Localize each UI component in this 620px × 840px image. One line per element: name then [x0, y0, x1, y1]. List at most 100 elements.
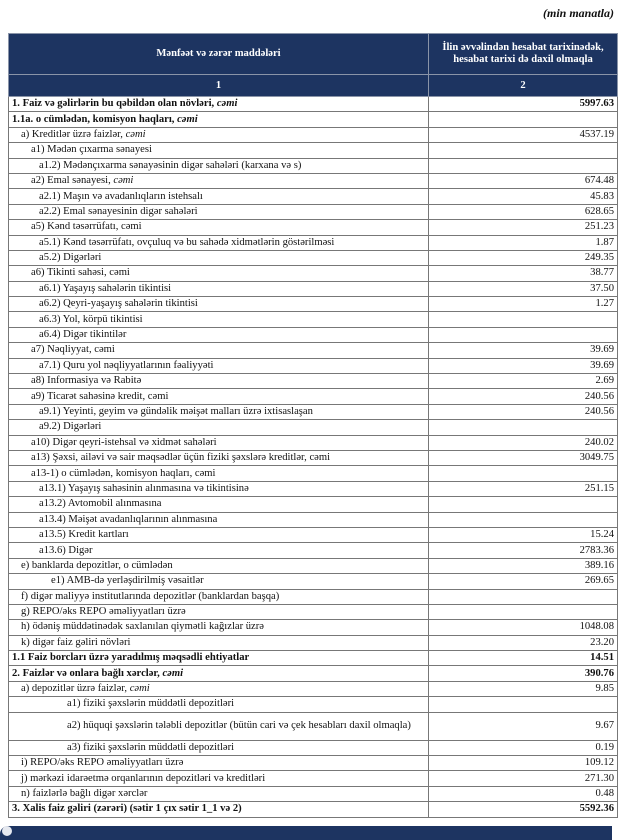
- row-value: 2.69: [428, 373, 618, 390]
- row-label: 1. Faiz və gəlirlərin bu qəbildən olan n…: [12, 98, 217, 110]
- row-label: a13) Şəxsi, ailəvi və sair məqsədlər üçü…: [31, 452, 331, 464]
- row-label: 2. Faizlər və onlara bağlı xərclər,: [12, 667, 163, 679]
- table-row: a9.1) Yeyinti, geyim və gündəlik məişət …: [8, 403, 618, 421]
- row-label: i) REPO/əks REPO əməliyyatları üzrə: [21, 757, 184, 769]
- row-label-cell: a6.2) Qeyri-yaşayış sahələrin tikintisi: [8, 296, 429, 313]
- row-value: [428, 311, 618, 328]
- row-value: 269.65: [428, 573, 618, 590]
- row-value: 3049.75: [428, 449, 618, 467]
- table-row: a13) Şəxsi, ailəvi və sair məqsədlər üçü…: [8, 449, 618, 467]
- row-label-cell: a6) Tikinti sahəsi, cəmi: [8, 265, 429, 282]
- row-label: n) faizlərlə bağlı digər xərclər: [21, 787, 148, 799]
- row-label-cell: 2. Faizlər və onlara bağlı xərclər, cəmi: [8, 665, 429, 682]
- row-value: 628.65: [428, 203, 618, 221]
- row-value: 240.56: [428, 403, 618, 421]
- row-value: [428, 157, 618, 174]
- row-label-cell: n) faizlərlə bağlı digər xərclər: [8, 785, 429, 803]
- row-label: a2) hüquqi şəxslərin tələbli depozitlər …: [67, 720, 411, 732]
- row-value: [428, 511, 618, 528]
- row-label-cell: a5.2) Digərləri: [8, 249, 429, 267]
- table-row: a) depozitlər üzrə faizlər, cəmi 9.85: [8, 680, 618, 698]
- table-row: a6.4) Digər tikintilər: [8, 326, 618, 344]
- row-label-cell: e) banklarda depozitlər, o cümlədən: [8, 557, 429, 575]
- row-label-emphasis: cəmi: [177, 113, 198, 125]
- table-row: a9) Ticarət sahəsinə kredit, cəmi 240.56: [8, 388, 618, 405]
- row-value: 0.19: [428, 739, 618, 757]
- row-label: a7) Nəqliyyat, cəmi: [31, 344, 115, 356]
- table-row: e) banklarda depozitlər, o cümlədən 389.1…: [8, 557, 618, 575]
- profit-loss-table: Mənfəət və zərər maddələri İlin əvvəlind…: [8, 33, 618, 818]
- row-label-cell: a2.2) Emal sənayesinin digər sahələri: [8, 203, 429, 221]
- row-label-emphasis: cəmi: [125, 128, 146, 140]
- footer-bar: [0, 826, 612, 840]
- table-row: h) ödəniş müddətinədək saxlanılan qiymət…: [8, 619, 618, 636]
- row-value: 240.02: [428, 434, 618, 451]
- row-label-emphasis: cəmi: [216, 98, 238, 110]
- table-row: g) REPO/əks REPO əməliyyatları üzrə: [8, 603, 618, 621]
- row-value: 1.87: [428, 234, 618, 251]
- row-label-cell: a6.1) Yaşayış sahələrin tikintisi: [8, 280, 429, 298]
- row-value: [428, 142, 618, 159]
- row-label: a5) Kənd təsərrüfatı, cəmi: [31, 221, 142, 233]
- table-row: j) mərkəzi idarəetmə orqanlarının depozi…: [8, 770, 618, 787]
- row-label: a1) fiziki şəxslərin müddətli depozitlər…: [67, 698, 235, 710]
- row-label-cell: 1.1a. o cümlədən, komisyon haqları, cəmi: [8, 111, 429, 128]
- table-row: a13-1) o cümlədən, komisyon haqları, cəm…: [8, 465, 618, 482]
- table-row: a13.5) Kredit kartları 15.24: [8, 526, 618, 544]
- row-label: a13-1) o cümlədən, komisyon haqları, cəm…: [31, 467, 216, 479]
- table-row: a10) Digər qeyri-istehsal və xidmət sahə…: [8, 434, 618, 451]
- row-value: 38.77: [428, 265, 618, 282]
- row-label: a9.1) Yeyinti, geyim və gündəlik məişət …: [39, 406, 313, 417]
- row-label-cell: a13) Şəxsi, ailəvi və sair məqsədlər üçü…: [8, 449, 429, 467]
- column-number-2: 2: [428, 74, 618, 97]
- row-label-emphasis: cəmi: [113, 175, 134, 187]
- column-number-1: 1: [8, 74, 429, 97]
- row-label: a6.3) Yol, körpü tikintisi: [39, 313, 143, 325]
- row-label: a7.1) Quru yol nəqliyyatlarının fəaliyyə…: [39, 359, 214, 371]
- row-label: g) REPO/əks REPO əməliyyatları üzrə: [21, 606, 186, 618]
- row-value: 240.56: [428, 388, 618, 405]
- row-label: e1) AMB-də yerləşdirilmiş vəsaitlər: [51, 575, 204, 587]
- table-row: a7) Nəqliyyat, cəmi 39.69: [8, 342, 618, 359]
- row-label: a13.1) Yaşayış sahəsinin alınmasına və t…: [39, 482, 249, 494]
- row-label-cell: a13.1) Yaşayış sahəsinin alınmasına və t…: [8, 480, 429, 498]
- row-label-cell: k) digər faiz gəliri növləri: [8, 634, 429, 652]
- unit-note: (min manatla): [542, 6, 614, 20]
- table-row: a6) Tikinti sahəsi, cəmi 38.77: [8, 265, 618, 282]
- table-row: 1. Faiz və gəlirlərin bu qəbildən olan n…: [8, 95, 618, 113]
- row-label-emphasis: cəmi: [129, 683, 150, 695]
- row-label-cell: a1) fiziki şəxslərin müddətli depozitlər…: [8, 696, 429, 713]
- row-label-cell: a2) hüquqi şəxslərin tələbli depozitlər …: [8, 711, 429, 741]
- row-label-cell: f) digər maliyyə institutlarında depozit…: [8, 588, 429, 605]
- row-value: [428, 465, 618, 482]
- row-label-cell: j) mərkəzi idarəetmə orqanlarının depozi…: [8, 770, 429, 787]
- row-value: 389.16: [428, 557, 618, 575]
- row-label: k) digər faiz gəliri növləri: [21, 636, 131, 648]
- row-label: a1) Mədən çıxarma sənayesi: [31, 144, 152, 156]
- table-row: a1.2) Mədənçıxarma sənayəsinin digər sah…: [8, 157, 618, 174]
- table-row: a5.1) Kənd təsərrüfatı, ovçuluq və bu sa…: [8, 234, 618, 251]
- row-label: a10) Digər qeyri-istehsal və xidmət sahə…: [31, 436, 217, 448]
- row-label-cell: a9.2) Digərləri: [8, 419, 429, 436]
- table-row: a13.6) Digər 2783.36: [8, 542, 618, 559]
- row-label-cell: h) ödəniş müddətinədək saxlanılan qiymət…: [8, 619, 429, 636]
- row-value: 1.27: [428, 296, 618, 313]
- table-row: k) digər faiz gəliri növləri 23.20: [8, 634, 618, 652]
- row-value: 9.85: [428, 680, 618, 698]
- table-row: a9.2) Digərləri: [8, 419, 618, 436]
- row-label-cell: g) REPO/əks REPO əməliyyatları üzrə: [8, 603, 429, 621]
- row-value: 23.20: [428, 634, 618, 652]
- table-row: a6.1) Yaşayış sahələrin tikintisi 37.50: [8, 280, 618, 298]
- row-label-cell: a7) Nəqliyyat, cəmi: [8, 342, 429, 359]
- header-col2: İlin əvvəlindən hesabat tarixinədək, hes…: [428, 33, 618, 75]
- row-label-cell: a2.1) Maşın və avadanlıqların istehsalı: [8, 188, 429, 205]
- row-label-emphasis: cəmi: [162, 667, 184, 679]
- row-label: a5.1) Kənd təsərrüfatı, ovçuluq və bu sa…: [39, 236, 335, 248]
- row-value: 4537.19: [428, 126, 618, 144]
- row-label: a2) Emal sənayesi,: [31, 175, 114, 187]
- row-label: a13.6) Digər: [39, 544, 93, 556]
- row-label-cell: a10) Digər qeyri-istehsal və xidmət sahə…: [8, 434, 429, 451]
- table-row: e1) AMB-də yerləşdirilmiş vəsaitlər 269.6…: [8, 573, 618, 590]
- row-value: 37.50: [428, 280, 618, 298]
- table-row: a5.2) Digərləri 249.35: [8, 249, 618, 267]
